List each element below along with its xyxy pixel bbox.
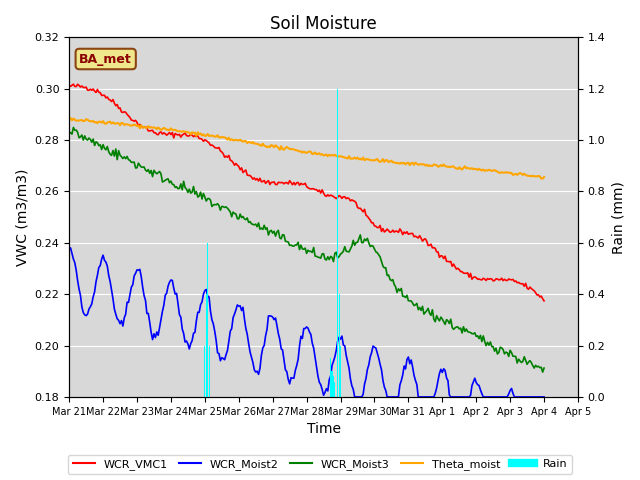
WCR_Moist3 bbox=[70, 125, 77, 131]
WCR_Moist3 bbox=[77, 134, 84, 140]
WCR_VMC1 bbox=[214, 145, 221, 151]
Bar bbox=[340, 346, 341, 397]
WCR_VMC1 bbox=[328, 193, 336, 199]
Bar bbox=[207, 243, 208, 397]
Line: Theta_moist: Theta_moist bbox=[69, 118, 544, 179]
WCR_Moist2 bbox=[430, 394, 438, 400]
Line: WCR_VMC1: WCR_VMC1 bbox=[69, 84, 544, 301]
Theta_moist bbox=[539, 176, 547, 181]
Title: Soil Moisture: Soil Moisture bbox=[270, 15, 377, 33]
WCR_Moist2 bbox=[214, 350, 221, 356]
Theta_moist bbox=[444, 164, 452, 170]
WCR_Moist3 bbox=[444, 318, 452, 324]
WCR_Moist3 bbox=[539, 369, 547, 375]
Bar bbox=[205, 294, 207, 397]
Theta_moist bbox=[65, 117, 73, 122]
WCR_VMC1 bbox=[77, 84, 84, 90]
X-axis label: Time: Time bbox=[307, 422, 340, 436]
WCR_Moist2 bbox=[328, 362, 336, 368]
Line: WCR_Moist3: WCR_Moist3 bbox=[69, 128, 544, 372]
Text: BA_met: BA_met bbox=[79, 52, 132, 65]
WCR_Moist2 bbox=[65, 246, 73, 252]
WCR_Moist2 bbox=[440, 366, 447, 372]
Bar bbox=[334, 382, 335, 397]
Theta_moist bbox=[438, 163, 446, 169]
WCR_VMC1 bbox=[65, 83, 73, 88]
WCR_Moist2 bbox=[445, 392, 453, 398]
WCR_Moist2 bbox=[67, 245, 74, 251]
WCR_VMC1 bbox=[438, 253, 446, 259]
Bar bbox=[337, 89, 339, 397]
WCR_Moist3 bbox=[65, 131, 73, 136]
Theta_moist bbox=[214, 132, 221, 138]
WCR_Moist3 bbox=[540, 365, 548, 371]
WCR_Moist3 bbox=[328, 254, 336, 260]
Y-axis label: Rain (mm): Rain (mm) bbox=[611, 180, 625, 253]
WCR_Moist2 bbox=[77, 292, 84, 298]
WCR_Moist3 bbox=[429, 307, 436, 312]
Theta_moist bbox=[328, 152, 336, 158]
Legend: WCR_VMC1, WCR_Moist2, WCR_Moist3, Theta_moist, Rain: WCR_VMC1, WCR_Moist2, WCR_Moist3, Theta_… bbox=[68, 455, 572, 474]
Theta_moist bbox=[67, 115, 74, 121]
Bar bbox=[333, 376, 334, 397]
Theta_moist bbox=[429, 163, 436, 169]
WCR_VMC1 bbox=[444, 259, 452, 264]
WCR_VMC1 bbox=[540, 298, 548, 304]
Bar bbox=[209, 346, 210, 397]
WCR_Moist2 bbox=[351, 394, 358, 400]
Y-axis label: VWC (m3/m3): VWC (m3/m3) bbox=[15, 168, 29, 266]
Theta_moist bbox=[540, 174, 548, 180]
Bar bbox=[339, 294, 340, 397]
WCR_VMC1 bbox=[70, 81, 77, 87]
WCR_Moist3 bbox=[438, 316, 446, 322]
WCR_VMC1 bbox=[429, 245, 436, 251]
Line: WCR_Moist2: WCR_Moist2 bbox=[69, 248, 544, 397]
Bar bbox=[332, 371, 333, 397]
WCR_Moist3 bbox=[214, 201, 221, 206]
WCR_Moist2 bbox=[540, 394, 548, 400]
Bar bbox=[204, 346, 205, 397]
Bar bbox=[330, 359, 331, 397]
Theta_moist bbox=[77, 117, 84, 123]
